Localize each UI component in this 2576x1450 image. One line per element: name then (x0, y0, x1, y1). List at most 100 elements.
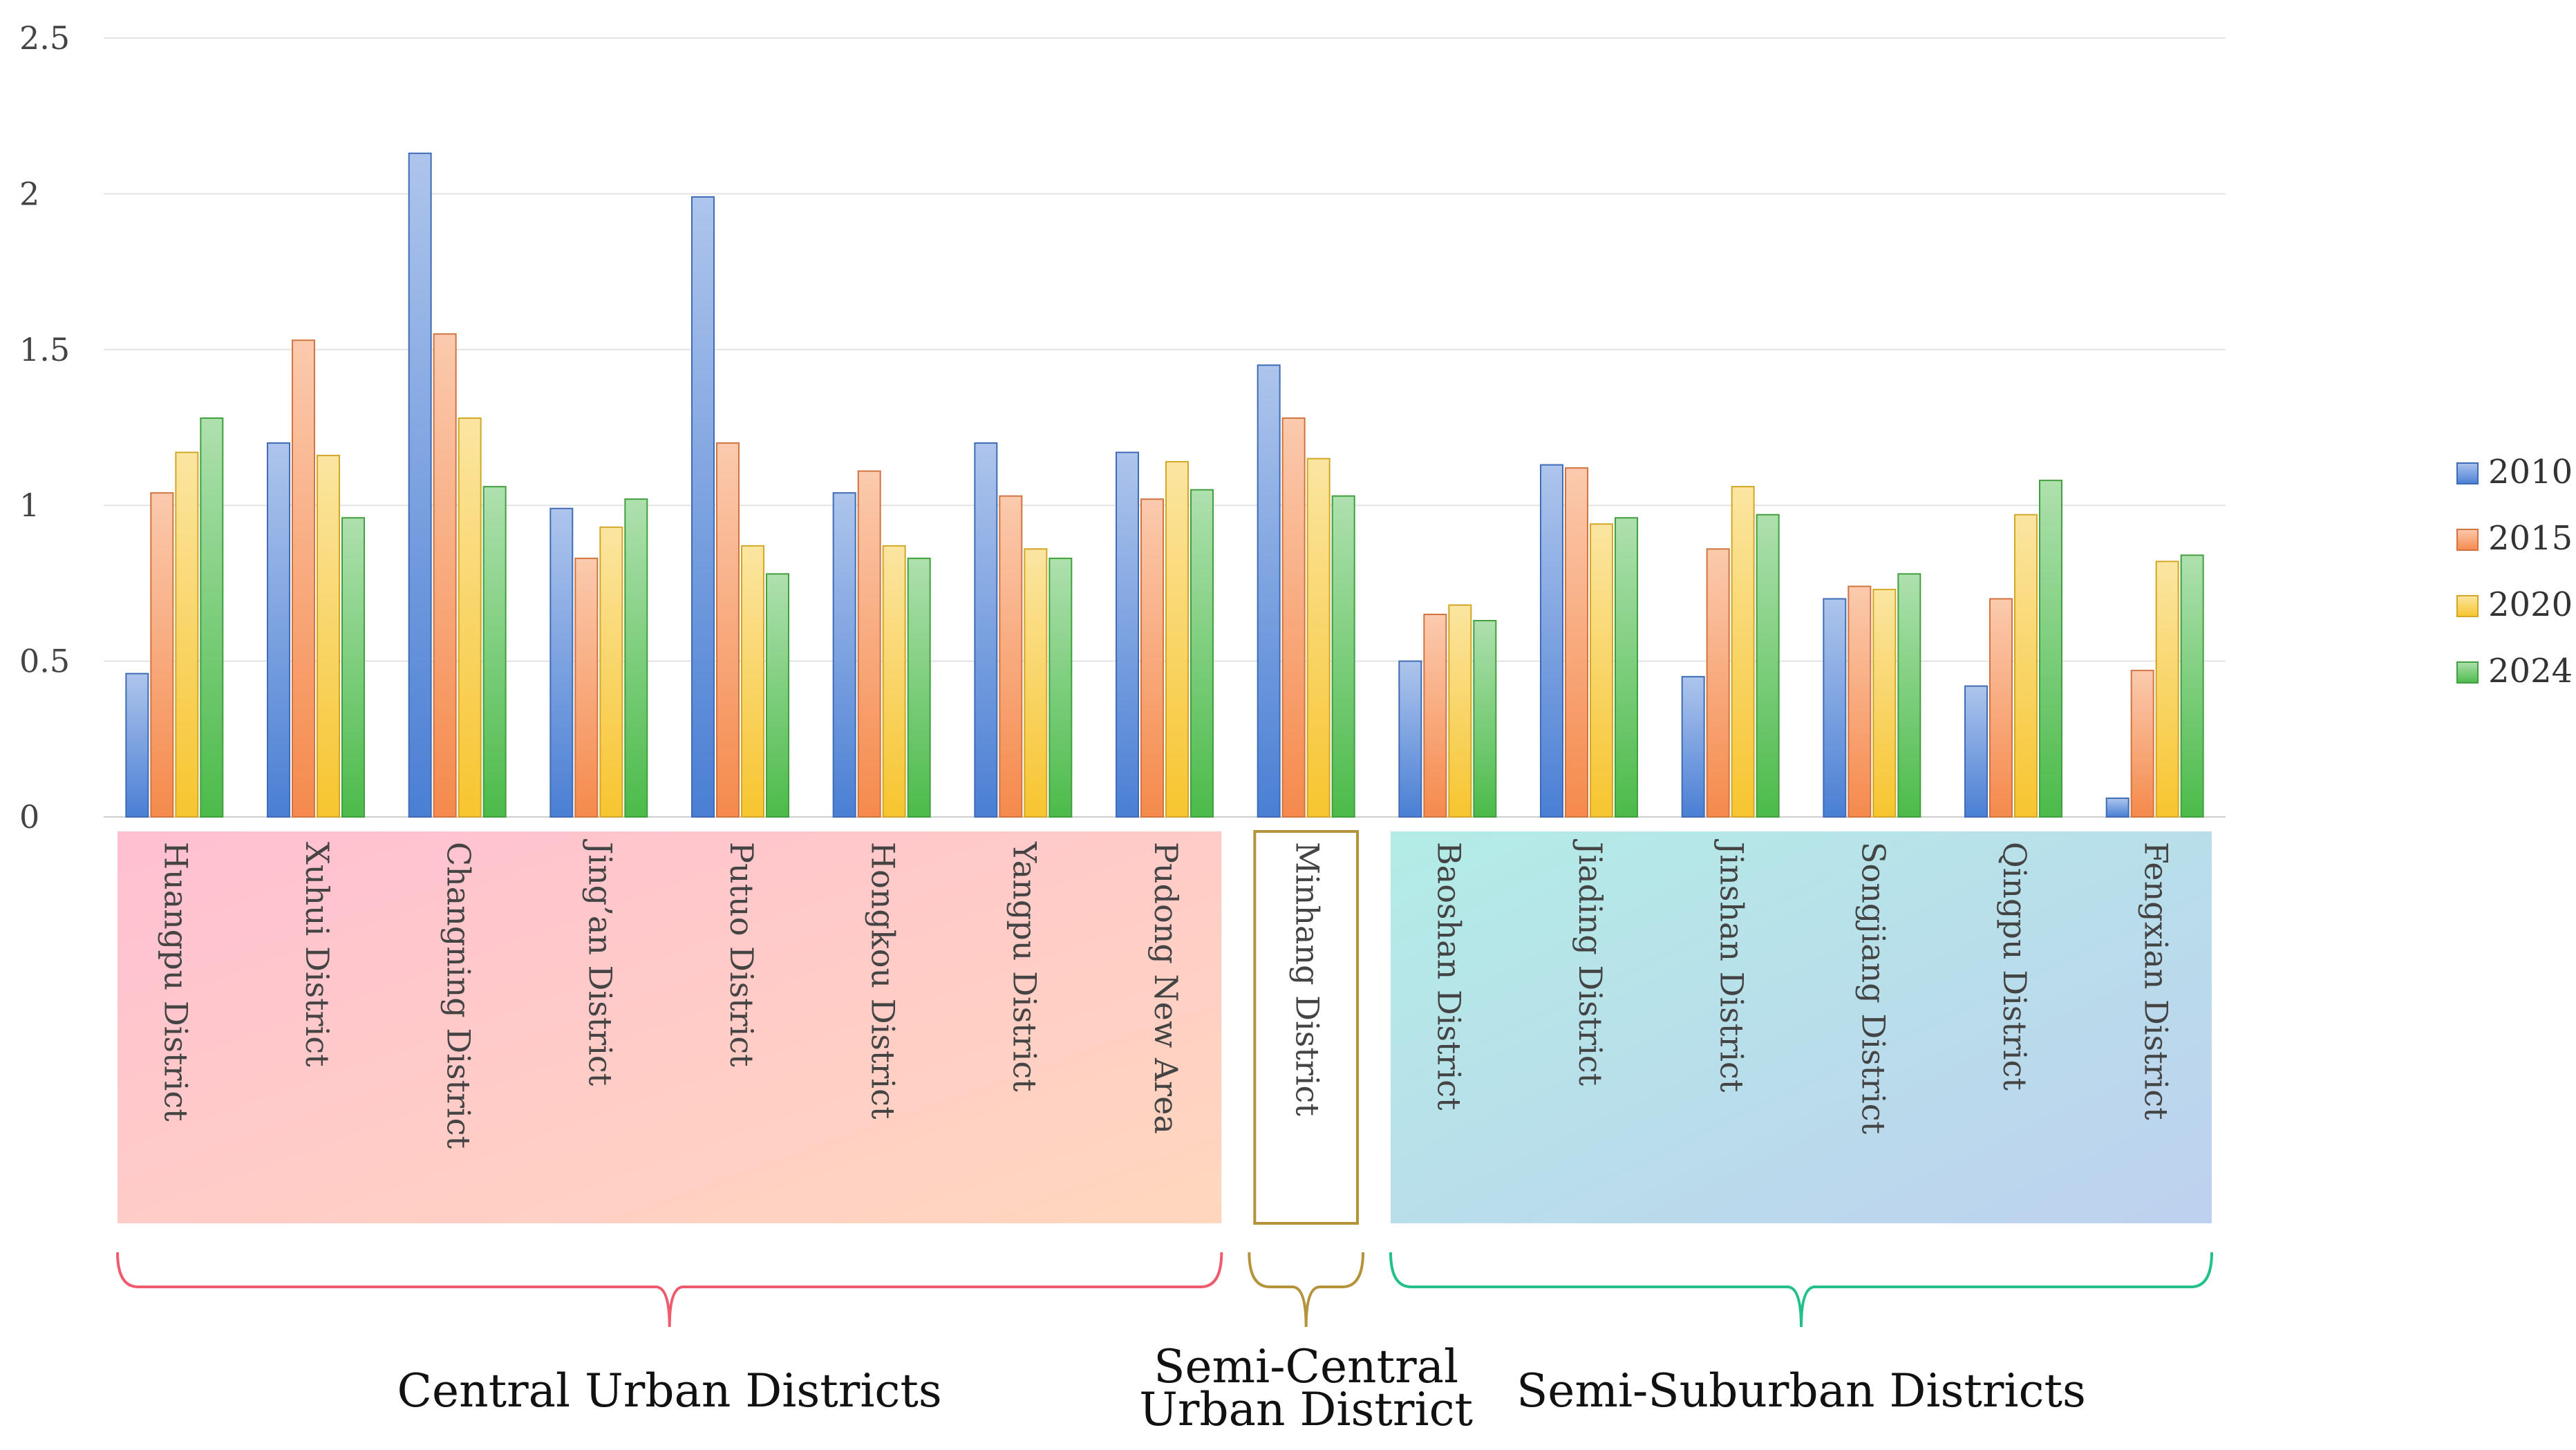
category-label: Minhang District (1289, 842, 1326, 1116)
bar-2024 (1897, 573, 1921, 818)
legend-label: 2010 (2488, 453, 2573, 491)
category-label: Fengxian District (2138, 842, 2175, 1120)
bar-2015 (2130, 670, 2154, 818)
bar-2015 (857, 470, 881, 818)
y-tick-label: 0.5 (19, 643, 70, 680)
y-tick-label: 2.5 (19, 19, 70, 57)
category-label: Changning District (440, 842, 478, 1149)
category-label: Hongkou District (865, 842, 902, 1120)
category-labels: Huangpu District Xuhui District Changning … (157, 839, 2174, 1149)
group-panels (117, 830, 2212, 1225)
bar-2010 (1116, 451, 1139, 818)
bar-2010 (974, 442, 998, 818)
bar-2020 (741, 545, 764, 818)
bar-2020 (1024, 548, 1048, 818)
bar-2024 (341, 517, 365, 818)
group-panel (1391, 831, 2212, 1223)
group-brace (1389, 1252, 2213, 1328)
bar-2020 (317, 455, 340, 818)
bar-2024 (2039, 480, 2062, 818)
bar-2020 (1872, 588, 1897, 818)
bar-2015 (1989, 598, 2013, 818)
bar-2024 (1049, 557, 1073, 818)
bar-2020 (175, 451, 199, 818)
bar-2020 (2155, 561, 2179, 818)
bar-2024 (907, 557, 931, 818)
bar-2010 (1398, 660, 1422, 818)
bar-2020 (458, 417, 482, 818)
bar-2010 (125, 672, 149, 818)
category-label: Jing’an District (581, 839, 619, 1086)
legend: 2010 2015 2020 2024 (2456, 453, 2573, 690)
bar-2020 (1590, 523, 1613, 818)
bar-2024 (1190, 489, 1214, 818)
bar-2024 (200, 417, 224, 818)
bar-2020 (1448, 604, 1472, 818)
category-label: Qingpu District (1996, 842, 2033, 1091)
category-label: Pudong New Area (1147, 842, 1185, 1134)
bar-2020 (1731, 486, 1755, 818)
bar-2015 (1706, 548, 1730, 818)
category-label: Xuhui District (299, 842, 336, 1067)
group-label: Central Urban Districts (397, 1364, 942, 1418)
bar-2010 (691, 196, 715, 818)
bar-2020 (882, 545, 906, 818)
bar-2015 (716, 442, 740, 818)
bar-2024 (1756, 514, 1780, 818)
y-axis-ticks: 0 0.5 1 1.5 2 2.5 (19, 19, 70, 836)
group-label: Urban District (1139, 1383, 1473, 1436)
bar-2020 (1165, 461, 1189, 818)
legend-swatch (2456, 462, 2479, 484)
y-tick-label: 1.5 (19, 331, 70, 368)
bars (125, 152, 2204, 818)
bar-2024 (2180, 554, 2204, 818)
y-tick-label: 0 (19, 798, 39, 836)
legend-swatch (2456, 661, 2479, 684)
bar-2015 (574, 557, 599, 818)
bar-2024 (1615, 517, 1638, 818)
bar-2020 (2014, 514, 2038, 818)
group-brace (1248, 1252, 1364, 1328)
bar-2024 (624, 498, 648, 818)
group-braces: Central Urban Districts Semi-CentralUrban… (116, 1252, 2213, 1436)
category-label: Huangpu District (157, 842, 194, 1122)
bar-2024 (766, 573, 789, 818)
bar-2015 (433, 333, 457, 818)
group-brace (116, 1252, 1223, 1328)
bar-2010 (1681, 676, 1705, 818)
bar-2024 (1473, 619, 1497, 818)
bar-2010 (2105, 797, 2130, 818)
bar-2015 (150, 492, 174, 818)
gridlines (104, 37, 2226, 818)
category-label: Baoshan District (1430, 842, 1467, 1111)
bar-2015 (292, 339, 315, 818)
group-panel (117, 831, 1222, 1223)
bar-2010 (549, 507, 574, 818)
bar-2015 (1140, 498, 1164, 818)
bar-2010 (1257, 364, 1281, 818)
legend-label: 2024 (2488, 652, 2573, 690)
bar-2024 (482, 486, 507, 818)
bar-2015 (999, 495, 1023, 818)
bar-2015 (1565, 467, 1588, 818)
category-label: Jiading District (1572, 839, 1609, 1086)
legend-label: 2015 (2488, 519, 2573, 558)
y-tick-label: 2 (19, 175, 39, 212)
legend-label: 2020 (2488, 585, 2573, 624)
bar-2024 (1331, 495, 1355, 818)
category-label: Jinshan District (1713, 839, 1751, 1093)
bar-2010 (1823, 598, 1847, 818)
y-tick-label: 1 (19, 487, 39, 524)
bar-2020 (1306, 458, 1331, 818)
bar-2020 (599, 526, 623, 818)
category-label: Yangpu District (1006, 841, 1043, 1092)
bar-2015 (1848, 585, 1872, 818)
bar-2010 (832, 492, 856, 818)
category-label: Songjiang District (1854, 842, 1892, 1135)
legend-swatch (2456, 529, 2479, 551)
bar-2010 (1540, 464, 1563, 818)
group-panel (1253, 830, 1360, 1225)
bar-2010 (267, 442, 290, 818)
group-label: Semi-Central (1154, 1340, 1458, 1393)
